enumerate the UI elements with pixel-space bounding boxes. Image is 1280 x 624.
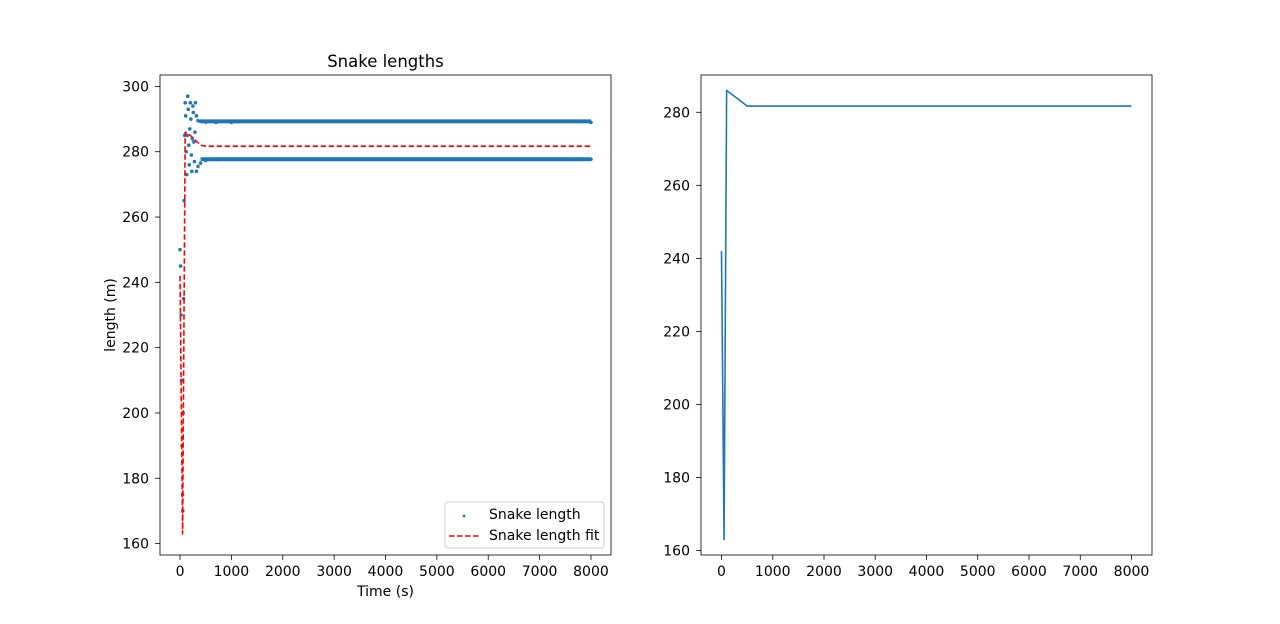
right-chart: 0 1000 2000 3000 4000 5000 6000 7000 8000 160 180… [663, 74, 1153, 580]
right-chart-x-tick-label: 8000 [1114, 564, 1150, 580]
scatter-point [183, 100, 187, 105]
left-chart-plot-area [178, 94, 593, 535]
scatter-point [189, 153, 194, 157]
left-chart-x-tick-label: 2000 [265, 564, 301, 580]
left-chart-y-tick-label: 300 [122, 79, 149, 95]
right-chart-x-tick-label: 4000 [909, 564, 945, 580]
right-chart-x-tick-label: 1000 [755, 564, 791, 580]
left-chart-y-tick-label: 240 [122, 275, 149, 291]
snake-length-fit-line [179, 131, 591, 535]
scatter-point [191, 110, 196, 115]
right-chart-y-tick-label: 200 [663, 397, 690, 413]
left-chart-y-tick-label: 280 [122, 145, 149, 161]
scatter-point [178, 247, 182, 252]
scatter-point [188, 100, 193, 105]
scatter-point [183, 114, 188, 118]
left-chart-y-tick-label: 160 [122, 537, 149, 553]
right-chart-y-tick-label: 180 [663, 471, 690, 487]
scatter-point [192, 159, 197, 164]
right-chart-y-ticks: 160 180 200 220 240 260 280 [663, 105, 701, 560]
left-chart-x-tick-label: 7000 [522, 564, 558, 580]
right-chart-plot-area [720, 89, 1132, 541]
left-chart-x-ticks: 0 1000 2000 3000 4000 5000 6000 7000 8000 [176, 555, 609, 580]
right-chart-x-tick-label: 2000 [806, 564, 842, 580]
right-chart-x-tick-label: 5000 [960, 564, 996, 580]
right-chart-x-ticks: 0 1000 2000 3000 4000 5000 6000 7000 8000 [717, 555, 1149, 580]
left-chart-y-tick-label: 220 [122, 341, 149, 357]
scatter-point [187, 127, 192, 131]
left-chart-x-tick-label: 5000 [419, 564, 455, 580]
left-chart-x-tick-label: 8000 [573, 564, 609, 580]
left-chart-x-tick-label: 6000 [470, 564, 506, 580]
scatter-point [190, 169, 194, 174]
left-chart-y-axis-label: length (m) [103, 278, 119, 352]
left-chart-x-tick-label: 3000 [316, 564, 352, 580]
scatter-point [194, 114, 199, 118]
left-chart-frame [159, 74, 612, 556]
scatter-point [589, 157, 593, 162]
scatter-point [191, 104, 195, 108]
left-chart-x-tick-label: 0 [176, 564, 185, 580]
scatter-point [182, 198, 186, 203]
scatter-point [229, 120, 234, 125]
left-chart-title: Snake lengths [327, 52, 444, 71]
right-chart-y-tick-label: 260 [663, 178, 690, 194]
right-chart-x-tick-label: 7000 [1062, 564, 1098, 580]
right-chart-x-tick-label: 3000 [857, 564, 893, 580]
right-chart-y-tick-label: 280 [663, 105, 690, 121]
right-chart-x-tick-label: 0 [717, 564, 726, 580]
left-chart-y-tick-label: 180 [122, 471, 149, 487]
scatter-point [214, 157, 218, 162]
scatter-point [198, 161, 203, 165]
legend-label-snake-length: Snake length [489, 507, 581, 523]
series-line [720, 89, 1132, 541]
scatter-point [203, 120, 208, 124]
legend-box [444, 501, 605, 549]
scatter-point [184, 172, 189, 177]
legend-label-snake-length-fit: Snake length fit [489, 528, 600, 544]
right-chart-frame [700, 74, 1153, 556]
legend: Snake length Snake length fit [444, 501, 605, 549]
scatter-point [203, 158, 208, 163]
scatter-point [196, 164, 200, 169]
scatter-point [194, 169, 199, 174]
legend-marker-snake-length [462, 514, 466, 518]
right-chart-y-tick-label: 240 [663, 251, 690, 267]
scatter-point [186, 143, 191, 148]
scatter-point [186, 107, 191, 112]
scatter-point [192, 140, 196, 144]
left-chart-y-ticks: 160 180 200 220 240 260 280 300 [122, 79, 160, 553]
scatter-point [214, 120, 218, 125]
snake-length-points [178, 94, 593, 513]
left-chart-x-tick-label: 1000 [214, 564, 250, 580]
scatter-point [193, 130, 197, 134]
scatter-point [178, 264, 183, 268]
scatter-point [185, 133, 190, 138]
left-chart-x-tick-label: 4000 [368, 564, 404, 580]
left-chart: 0 1000 2000 3000 4000 5000 6000 7000 8000 160 180… [103, 52, 612, 600]
scatter-point [229, 157, 234, 162]
scatter-point [187, 162, 192, 167]
right-chart-x-tick-label: 6000 [1011, 564, 1047, 580]
scatter-point [189, 117, 193, 121]
scatter-point [193, 100, 198, 105]
scatter-point [185, 94, 190, 99]
right-chart-y-tick-label: 160 [663, 544, 690, 560]
left-chart-y-tick-label: 200 [122, 406, 149, 422]
right-chart-y-tick-label: 220 [663, 324, 690, 340]
scatter-point [198, 119, 203, 124]
left-chart-x-axis-label: Time (s) [356, 584, 414, 600]
scatter-point [589, 120, 593, 125]
left-chart-y-tick-label: 260 [122, 210, 149, 226]
